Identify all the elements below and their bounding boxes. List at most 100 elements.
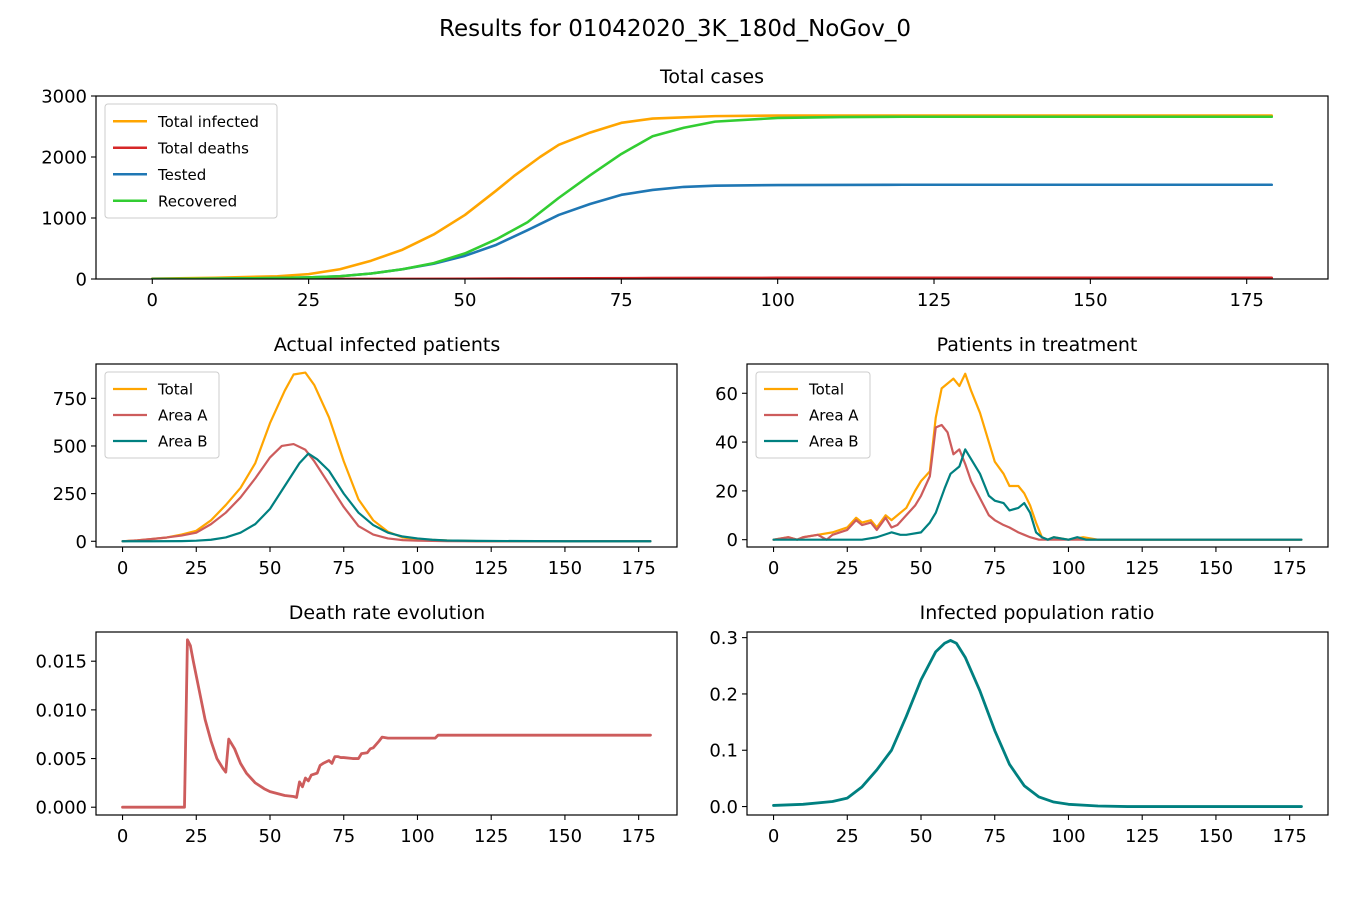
x-tick-label: 150 [1199, 558, 1233, 579]
legend-label-total: Total [157, 381, 193, 399]
y-tick-label: 1000 [41, 209, 87, 230]
x-tick-label: 75 [983, 826, 1006, 847]
x-tick-label: 75 [332, 558, 355, 579]
x-tick-label: 25 [297, 290, 320, 311]
y-tick-label: 0.015 [35, 652, 87, 673]
patients-treatment-title: Patients in treatment [937, 334, 1138, 356]
x-tick-label: 25 [185, 826, 208, 847]
y-tick-label: 0 [727, 530, 738, 551]
y-tick-label: 2000 [41, 148, 87, 169]
x-tick-label: 0 [117, 826, 128, 847]
y-tick-label: 250 [53, 484, 87, 505]
actual-infected-panel: Actual infected patients 0 25 50 75 100 125 15… [53, 334, 678, 579]
death-rate-title: Death rate evolution [289, 602, 485, 624]
legend: Total infected Total deaths Tested Recovere… [104, 103, 278, 219]
y-tick-label: 0 [76, 532, 87, 553]
axes-frame [746, 631, 1329, 816]
x-tick-label: 50 [910, 558, 933, 579]
infected-ratio-line [772, 639, 1303, 808]
axes-frame [746, 363, 1329, 548]
x-tick-label: 175 [1272, 558, 1306, 579]
area-b-line [121, 452, 652, 543]
x-tick-label: 100 [400, 558, 434, 579]
x-tick-label: 75 [332, 826, 355, 847]
legend: Total Area A Area B [104, 371, 220, 459]
legend-label-total: Total [808, 381, 844, 399]
axes-frame [95, 631, 678, 816]
x-tick-label: 125 [1125, 558, 1159, 579]
total-cases-panel: Total cases 0 25 50 75 100 125 150 175 0 1000 2000… [41, 66, 1329, 311]
x-tick-label: 0 [117, 558, 128, 579]
x-tick-label: 150 [1073, 290, 1107, 311]
x-tick-label: 50 [259, 826, 282, 847]
y-tick-label: 40 [715, 433, 738, 454]
legend-label-area-b: Area B [158, 433, 208, 451]
x-tick-label: 100 [400, 826, 434, 847]
recovered-line [150, 115, 1274, 279]
infected-ratio-panel: Infected population ratio 0 25 50 75 100 125 1… [709, 602, 1329, 847]
x-tick-label: 150 [1199, 826, 1233, 847]
x-tick-label: 100 [760, 290, 794, 311]
x-tick-label: 50 [910, 826, 933, 847]
x-tick-label: 25 [836, 558, 859, 579]
y-tick-label: 0.010 [35, 700, 87, 721]
death-rate-panel: Death rate evolution 0 25 50 75 100 125 150 175… [35, 602, 678, 847]
legend-label-area-a: Area A [158, 407, 208, 425]
legend-label-area-a: Area A [809, 407, 859, 425]
patients-treatment-panel: Patients in treatment 0 25 50 75 100 125 150 17… [715, 334, 1329, 579]
legend: Total Area A Area B [755, 371, 871, 459]
x-tick-label: 0 [147, 290, 158, 311]
x-tick-label: 50 [454, 290, 477, 311]
x-tick-label: 0 [768, 558, 779, 579]
y-tick-label: 0.3 [709, 628, 738, 649]
x-tick-label: 150 [548, 826, 582, 847]
x-tick-label: 125 [917, 290, 951, 311]
legend-label-tested: Tested [157, 166, 206, 184]
legend-label-area-b: Area B [809, 433, 859, 451]
x-tick-label: 125 [474, 558, 508, 579]
y-tick-label: 0.000 [35, 798, 87, 819]
x-tick-label: 175 [621, 558, 655, 579]
x-tick-label: 25 [185, 558, 208, 579]
y-tick-label: 750 [53, 389, 87, 410]
y-tick-label: 3000 [41, 87, 87, 108]
legend-box [755, 371, 871, 459]
area-a-line [121, 442, 652, 543]
x-tick-label: 100 [1051, 558, 1085, 579]
x-tick-label: 50 [259, 558, 282, 579]
total-infected-line [150, 114, 1274, 279]
x-tick-label: 100 [1051, 826, 1085, 847]
total-cases-title: Total cases [659, 66, 764, 88]
x-tick-label: 175 [1230, 290, 1264, 311]
y-tick-label: 0.0 [709, 797, 738, 818]
x-tick-label: 125 [474, 826, 508, 847]
figure-title: Results for 01042020_3K_180d_NoGov_0 [439, 16, 911, 42]
y-tick-label: 0.005 [35, 749, 87, 770]
legend-box [104, 371, 220, 459]
area-b-line [772, 448, 1303, 541]
x-tick-label: 125 [1125, 826, 1159, 847]
infected-ratio-title: Infected population ratio [920, 602, 1155, 624]
x-tick-label: 175 [621, 826, 655, 847]
y-tick-label: 500 [53, 436, 87, 457]
x-tick-label: 25 [836, 826, 859, 847]
x-tick-label: 0 [768, 826, 779, 847]
x-tick-label: 75 [983, 558, 1006, 579]
actual-infected-title: Actual infected patients [274, 334, 500, 356]
death-rate-line [121, 638, 652, 809]
legend-label-total-infected: Total infected [157, 113, 259, 131]
legend-label-total-deaths: Total deaths [157, 139, 249, 157]
x-tick-label: 75 [610, 290, 633, 311]
y-tick-label: 60 [715, 384, 738, 405]
legend-label-recovered: Recovered [158, 192, 237, 210]
y-tick-label: 0 [76, 270, 87, 291]
axes-frame [95, 95, 1329, 280]
legend-box [104, 103, 278, 219]
axes-frame [95, 363, 678, 548]
y-tick-label: 0.2 [709, 684, 738, 705]
y-tick-label: 20 [715, 481, 738, 502]
x-tick-label: 175 [1272, 826, 1306, 847]
x-tick-label: 150 [548, 558, 582, 579]
y-tick-label: 0.1 [709, 741, 738, 762]
